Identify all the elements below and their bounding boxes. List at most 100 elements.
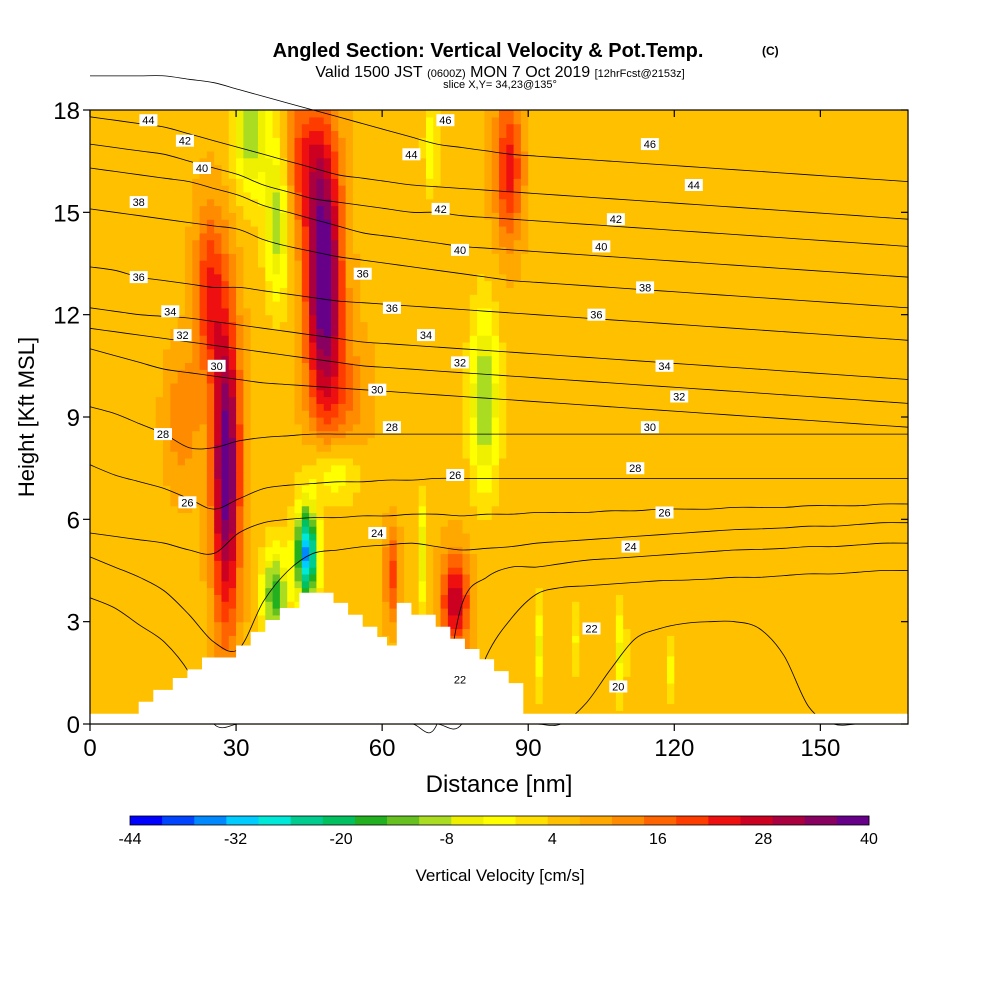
velocity-cell: [506, 171, 515, 179]
velocity-cell: [287, 512, 296, 520]
contour-label-text: 40: [595, 241, 607, 253]
velocity-cell: [243, 287, 266, 295]
velocity-cell: [228, 266, 237, 275]
velocity-cell: [90, 498, 171, 507]
velocity-cell: [214, 389, 223, 398]
velocity-cell: [236, 185, 244, 193]
velocity-cell: [352, 212, 485, 220]
velocity-cell: [396, 573, 405, 582]
velocity-cell: [301, 123, 332, 132]
velocity-cell: [90, 532, 201, 541]
velocity-cell: [528, 225, 909, 234]
velocity-cell: [287, 601, 296, 609]
velocity-cell: [192, 321, 201, 329]
velocity-cell: [90, 232, 186, 241]
velocity-cell: [535, 669, 544, 677]
velocity-cell: [462, 601, 471, 609]
velocity-cell: [477, 587, 537, 595]
velocity-cell: [265, 191, 274, 200]
velocity-cell: [90, 696, 215, 705]
velocity-cell: [418, 137, 427, 145]
velocity-cell: [491, 137, 500, 145]
velocity-cell: [236, 130, 244, 138]
velocity-cell: [265, 532, 296, 541]
velocity-cell: [90, 689, 215, 698]
velocity-cell: [287, 587, 296, 595]
velocity-cell: [206, 287, 223, 295]
velocity-cell: [491, 389, 500, 398]
velocity-cell: [309, 417, 318, 425]
velocity-cell: [199, 260, 223, 268]
contour-label-text: 30: [371, 385, 383, 397]
velocity-cell: [221, 642, 230, 650]
contour-label-text: 24: [624, 542, 636, 554]
velocity-cell: [499, 157, 507, 166]
velocity-cell: [236, 444, 244, 452]
velocity-cell: [469, 614, 478, 623]
velocity-cell: [499, 451, 507, 459]
velocity-cell: [528, 110, 909, 118]
velocity-cell: [331, 144, 339, 152]
velocity-cell: [404, 587, 420, 595]
velocity-cell: [206, 301, 223, 309]
velocity-cell: [214, 403, 223, 411]
velocity-cell: [265, 246, 274, 254]
velocity-cell: [374, 355, 464, 364]
velocity-cell: [542, 655, 573, 664]
velocity-cell: [338, 328, 347, 336]
velocity-cell: [579, 655, 617, 664]
velocity-cell: [309, 410, 318, 418]
velocity-cell: [243, 403, 252, 411]
velocity-cell: [272, 314, 288, 323]
velocity-cell: [177, 451, 193, 459]
velocity-cell: [316, 608, 383, 616]
velocity-cell: [360, 314, 471, 323]
velocity-cell: [506, 451, 909, 459]
velocity-cell: [477, 328, 493, 336]
velocity-cell: [499, 171, 507, 179]
velocity-cell: [279, 287, 288, 295]
velocity-cell: [477, 403, 493, 411]
velocity-cell: [294, 178, 303, 186]
velocity-cell: [272, 225, 281, 234]
velocity-cell: [331, 307, 339, 316]
velocity-cell: [287, 171, 296, 179]
velocity-cell: [228, 294, 237, 302]
velocity-cell: [309, 130, 325, 138]
velocity-cell: [469, 410, 478, 418]
velocity-cell: [90, 478, 164, 486]
velocity-cell: [345, 307, 354, 316]
velocity-cell: [309, 423, 318, 432]
velocity-cell: [513, 212, 522, 220]
velocity-cell: [352, 164, 427, 172]
velocity-cell: [294, 171, 303, 179]
velocity-cell: [287, 185, 296, 193]
velocity-cell: [228, 492, 237, 500]
velocity-cell: [331, 314, 339, 323]
velocity-cell: [484, 178, 493, 186]
velocity-cell: [316, 532, 325, 541]
velocity-cell: [243, 430, 252, 439]
velocity-cell: [382, 587, 391, 595]
velocity-cell: [499, 410, 507, 418]
velocity-cell: [228, 123, 237, 132]
velocity-cell: [228, 335, 237, 343]
velocity-cell: [214, 341, 230, 350]
velocity-cell: [491, 314, 500, 323]
velocity-cell: [272, 253, 281, 261]
velocity-cell: [345, 341, 354, 350]
velocity-cell: [236, 621, 244, 630]
velocity-cell: [250, 478, 296, 486]
velocity-cell: [440, 157, 485, 166]
velocity-cell: [389, 573, 398, 582]
contour-label-32: 32: [173, 329, 192, 342]
velocity-cell: [279, 171, 288, 179]
velocity-cell: [90, 219, 193, 227]
velocity-cell: [425, 532, 442, 541]
velocity-cell: [331, 328, 339, 336]
velocity-cell: [250, 341, 296, 350]
colorbar-swatch: [644, 816, 677, 825]
velocity-cell: [228, 553, 237, 561]
velocity-cell: [462, 628, 471, 636]
velocity-cell: [404, 594, 420, 602]
